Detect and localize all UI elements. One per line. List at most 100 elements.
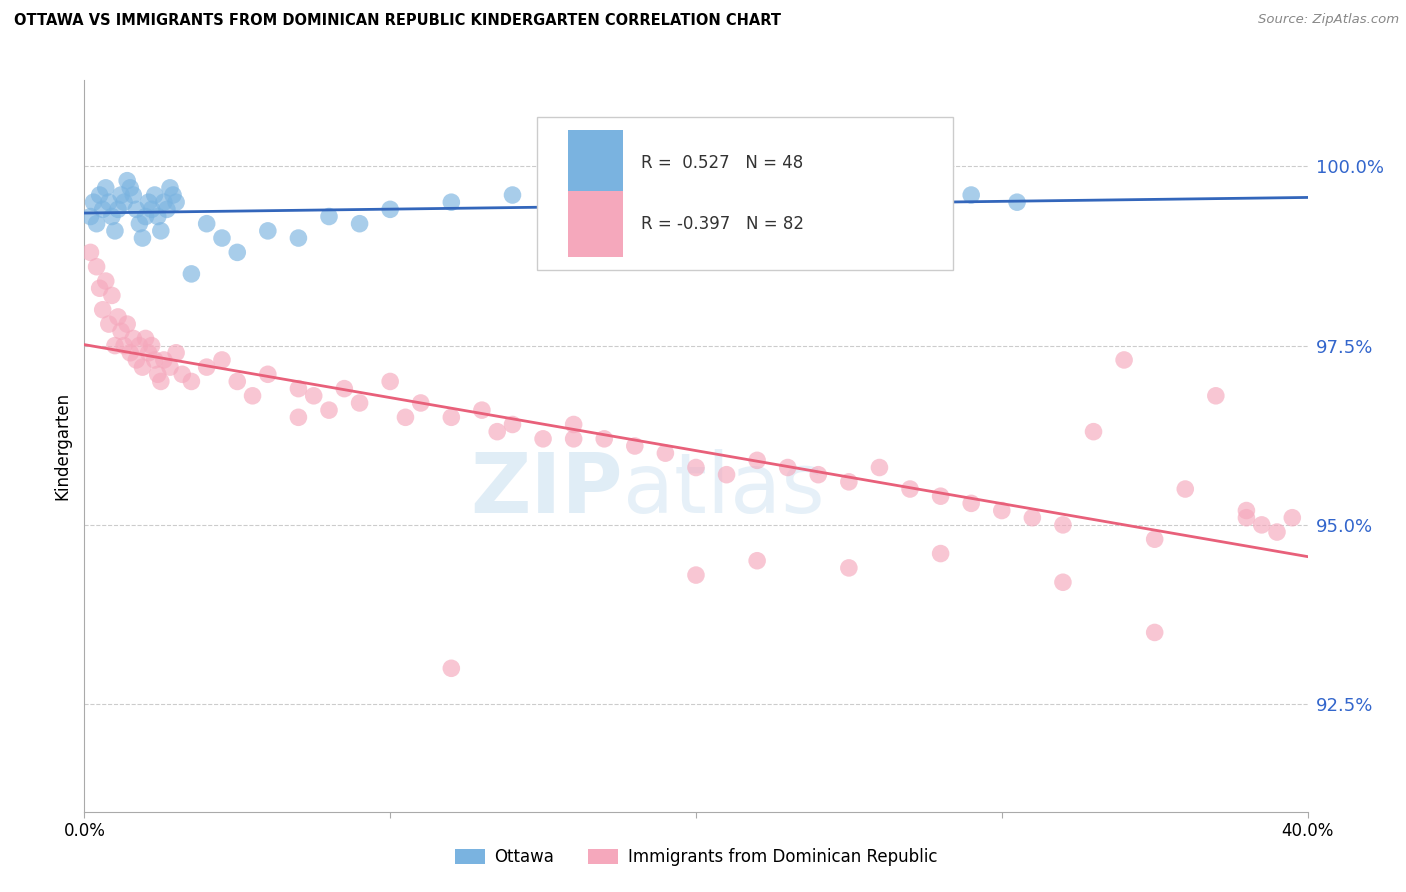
Point [502, 188, 524, 202]
Point [685, 568, 707, 582]
Point [156, 202, 179, 217]
Point [685, 460, 707, 475]
Point [97, 195, 120, 210]
Point [180, 267, 202, 281]
Point [960, 188, 983, 202]
Point [1143, 533, 1166, 547]
Point [593, 195, 616, 210]
Point [86, 260, 108, 274]
Point [101, 210, 124, 224]
Point [747, 554, 769, 568]
Point [1052, 575, 1074, 590]
Point [838, 475, 860, 489]
Point [471, 403, 494, 417]
Text: OTTAWA VS IMMIGRANTS FROM DOMINICAN REPUBLIC KINDERGARTEN CORRELATION CHART: OTTAWA VS IMMIGRANTS FROM DOMINICAN REPU… [14, 13, 782, 29]
Point [165, 345, 187, 359]
Point [1281, 510, 1303, 524]
Point [146, 368, 169, 382]
Point [1114, 353, 1136, 368]
Point [149, 375, 172, 389]
Point [1250, 517, 1272, 532]
Point [898, 482, 921, 496]
Text: R = -0.397   N = 82: R = -0.397 N = 82 [641, 215, 804, 233]
Point [242, 389, 264, 403]
Text: R =  0.527   N = 48: R = 0.527 N = 48 [641, 154, 803, 172]
Point [716, 467, 738, 482]
Point [287, 410, 309, 425]
Point [143, 188, 166, 202]
Point [991, 503, 1014, 517]
Text: Source: ZipAtlas.com: Source: ZipAtlas.com [1258, 13, 1399, 27]
Point [172, 368, 194, 382]
Point [562, 417, 585, 432]
Point [83, 195, 105, 210]
Point [115, 174, 138, 188]
Point [115, 317, 138, 331]
Point [138, 195, 160, 210]
Point [112, 195, 135, 210]
Point [776, 460, 799, 475]
Point [562, 432, 585, 446]
Point [440, 410, 463, 425]
Point [531, 432, 554, 446]
Point [960, 496, 983, 510]
Point [318, 403, 340, 417]
Point [79, 210, 101, 224]
Point [180, 375, 202, 389]
Point [1083, 425, 1105, 439]
Point [104, 338, 127, 352]
Y-axis label: Kindergarten: Kindergarten [53, 392, 72, 500]
Point [128, 217, 150, 231]
Point [654, 446, 676, 460]
Point [1143, 625, 1166, 640]
Point [349, 396, 371, 410]
Legend: Ottawa, Immigrants from Dominican Republic: Ottawa, Immigrants from Dominican Republ… [449, 841, 943, 873]
Point [1205, 389, 1227, 403]
Point [1174, 482, 1197, 496]
Point [1236, 503, 1258, 517]
Point [120, 345, 142, 359]
Point [91, 302, 114, 317]
Point [502, 417, 524, 432]
Point [195, 217, 218, 231]
Point [107, 202, 129, 217]
Point [1052, 517, 1074, 532]
Point [101, 288, 124, 302]
Point [929, 489, 952, 503]
Point [120, 181, 142, 195]
Point [86, 217, 108, 231]
Point [929, 547, 952, 561]
Point [440, 661, 463, 675]
Point [409, 396, 432, 410]
Point [195, 360, 218, 375]
Point [333, 382, 356, 396]
Point [91, 202, 114, 217]
Point [153, 195, 176, 210]
Point [318, 210, 340, 224]
Point [149, 224, 172, 238]
Point [486, 425, 509, 439]
Point [143, 353, 166, 368]
Point [135, 331, 157, 345]
Point [146, 210, 169, 224]
FancyBboxPatch shape [568, 130, 623, 196]
Point [112, 338, 135, 352]
Point [94, 274, 117, 288]
Point [131, 231, 153, 245]
Point [94, 181, 117, 195]
Point [1236, 510, 1258, 524]
Text: atlas: atlas [623, 450, 824, 531]
Point [838, 561, 860, 575]
Point [104, 224, 127, 238]
Point [79, 245, 101, 260]
Point [287, 382, 309, 396]
Point [624, 439, 647, 453]
Point [162, 188, 184, 202]
Point [110, 188, 132, 202]
Point [211, 353, 233, 368]
Point [125, 202, 148, 217]
Point [226, 245, 249, 260]
Point [159, 360, 181, 375]
Point [747, 453, 769, 467]
Point [716, 188, 738, 202]
